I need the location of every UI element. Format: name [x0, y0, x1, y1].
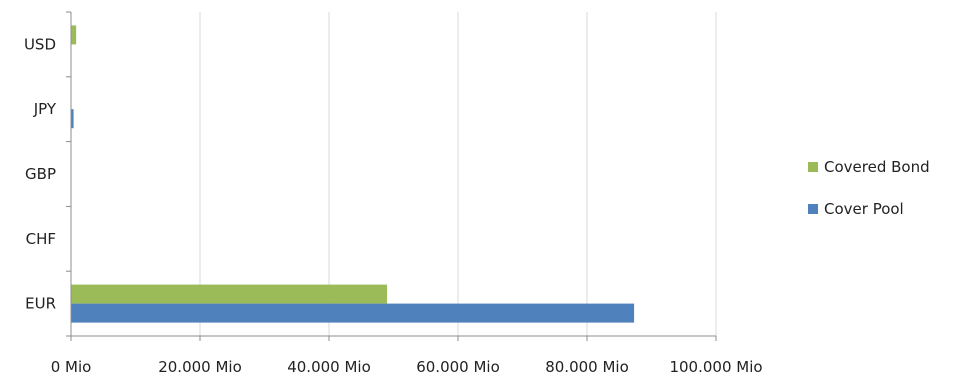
legend-label-covered-bond: Covered Bond — [824, 158, 930, 176]
x-tick-label-2: 40.000 Mio — [287, 358, 371, 376]
bar-covered-bond-eur — [71, 284, 388, 304]
legend-swatch-cover-pool — [808, 204, 818, 214]
y-tick-label-gbp: GBP — [25, 165, 56, 183]
legend: Covered Bond Cover Pool — [808, 156, 930, 240]
bar-cover-pool-eur — [71, 303, 635, 323]
x-tick-label-1: 20.000 Mio — [158, 358, 242, 376]
axes — [66, 11, 717, 341]
bars — [71, 25, 635, 323]
y-tick-label-chf: CHF — [26, 230, 56, 248]
x-tick-label-0: 0 Mio — [51, 358, 92, 376]
y-tick-labels: USD JPY GBP CHF EUR — [24, 35, 57, 312]
y-tick-label-jpy: JPY — [33, 100, 57, 118]
y-tick-label-eur: EUR — [25, 295, 56, 313]
legend-item-covered-bond: Covered Bond — [808, 156, 930, 178]
legend-label-cover-pool: Cover Pool — [824, 200, 904, 218]
x-tick-label-3: 60.000 Mio — [416, 358, 500, 376]
legend-swatch-covered-bond — [808, 162, 818, 172]
bar-covered-bond-usd — [71, 25, 77, 45]
x-tick-labels: 0 Mio 20.000 Mio 40.000 Mio 60.000 Mio 80.00… — [51, 358, 763, 376]
bar-cover-pool-jpy — [71, 109, 74, 129]
gridlines — [199, 12, 717, 336]
x-tick-label-5: 100.000 Mio — [669, 358, 762, 376]
legend-item-cover-pool: Cover Pool — [808, 198, 930, 220]
x-tick-label-4: 80.000 Mio — [545, 358, 629, 376]
y-tick-label-usd: USD — [24, 35, 56, 53]
